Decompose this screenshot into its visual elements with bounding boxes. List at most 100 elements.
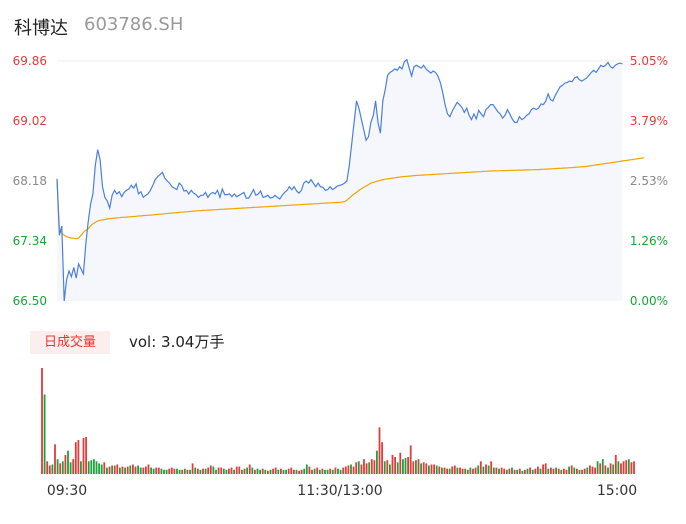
volume-bar: [222, 468, 225, 474]
volume-bar: [508, 468, 511, 474]
price-chart: 69.86 69.02 68.18 67.34 66.50 5.05% 3.79% 2.53…: [13, 54, 668, 308]
volume-bar: [56, 459, 59, 474]
volume-bar: [513, 469, 516, 474]
volume-bar: [560, 469, 563, 474]
volume-bar: [48, 465, 51, 474]
volume-bar: [215, 469, 217, 474]
volume-bar: [381, 442, 383, 474]
stock-name: 科博达: [14, 18, 68, 39]
volume-bar: [316, 467, 319, 474]
volume-bar: [212, 466, 215, 474]
volume-bar: [116, 464, 119, 474]
volume-bar: [433, 464, 435, 474]
volume-bar: [329, 468, 332, 474]
volume-bar: [170, 467, 173, 474]
volume-bar: [191, 463, 194, 474]
volume-bar: [145, 466, 147, 474]
volume-bar: [453, 465, 456, 474]
volume-bar: [67, 450, 69, 474]
volume-bar: [570, 465, 573, 474]
volume-bar: [41, 368, 43, 474]
volume-bar: [446, 468, 448, 474]
volume-bar: [396, 462, 399, 474]
volume-bar: [98, 463, 100, 474]
volume-bar: [490, 461, 493, 474]
volume-bar: [601, 459, 604, 474]
volume-bar: [627, 459, 630, 474]
volume-bar: [142, 467, 145, 474]
volume-bar: [368, 462, 371, 474]
volume-bar: [565, 469, 568, 474]
y-tick-left: 66.50: [13, 294, 47, 308]
volume-bar: [563, 468, 565, 474]
volume-bar: [85, 436, 87, 474]
price-line: [56, 58, 623, 302]
volume-bar: [207, 467, 210, 474]
volume-bar: [82, 438, 85, 474]
volume-bar: [495, 467, 498, 474]
volume-bar: [614, 454, 617, 474]
x-tick-label: 11:30/13:00: [297, 483, 382, 499]
volume-bar: [443, 467, 446, 474]
volume-bar: [407, 457, 409, 474]
volume-bar: [61, 461, 64, 474]
volume-bar: [254, 469, 256, 474]
volume-bar: [318, 469, 321, 474]
volume-bar: [430, 464, 433, 474]
volume-bar: [261, 468, 264, 474]
volume-bar: [394, 457, 396, 474]
volume-bar: [342, 467, 345, 474]
volume-bar: [456, 467, 459, 474]
volume-bar: [552, 468, 555, 474]
volume-bar: [280, 468, 282, 474]
volume-bar: [412, 461, 415, 474]
y-tick-right: 0.00%: [630, 294, 668, 308]
volume-bar: [106, 467, 108, 474]
volume-bar: [311, 469, 313, 474]
y-tick-right: 1.26%: [630, 234, 668, 248]
volume-bar: [550, 467, 552, 474]
volume-bar: [521, 470, 524, 474]
volume-bar: [518, 468, 521, 474]
volume-bar: [181, 469, 184, 474]
volume-bar: [438, 466, 441, 474]
volume-bar: [370, 459, 373, 474]
volume-bar: [586, 467, 589, 474]
volume-bar: [469, 467, 472, 474]
volume-bar: [173, 468, 176, 474]
volume-bar: [93, 459, 95, 474]
volume-bar: [113, 465, 116, 474]
price-area-fill: [57, 59, 623, 301]
volume-bar: [305, 464, 308, 474]
volume-bar: [347, 465, 350, 474]
volume-bar: [594, 467, 596, 474]
volume-bar: [243, 468, 246, 474]
volume-bar: [539, 468, 542, 474]
volume-bar: [134, 466, 137, 474]
volume-bar: [303, 468, 306, 474]
volume-bar: [186, 469, 189, 474]
volume-bar: [274, 467, 277, 474]
volume-bar: [524, 469, 526, 474]
volume-bar: [43, 394, 46, 474]
volume-bar: [607, 467, 609, 474]
volume-bar: [199, 469, 202, 474]
volume-bar: [537, 466, 539, 474]
volume-bar: [622, 461, 625, 474]
y-tick-right: 2.53%: [630, 174, 668, 188]
stock-code: 603786.SH: [84, 14, 184, 35]
volume-bar: [487, 465, 490, 474]
volume-bar: [95, 461, 98, 474]
x-tick-label: 15:00: [597, 483, 637, 499]
volume-bar: [267, 470, 269, 474]
volume-bar: [152, 468, 155, 474]
volume-bar: [225, 469, 228, 474]
volume-bar: [69, 462, 72, 474]
volume-bar: [609, 463, 612, 474]
volume-bar: [617, 461, 620, 474]
volume-bar: [547, 468, 550, 474]
volume-bar: [422, 462, 425, 474]
volume-bar: [246, 467, 248, 474]
volume-bar: [474, 467, 477, 474]
volume-bar: [264, 469, 267, 474]
